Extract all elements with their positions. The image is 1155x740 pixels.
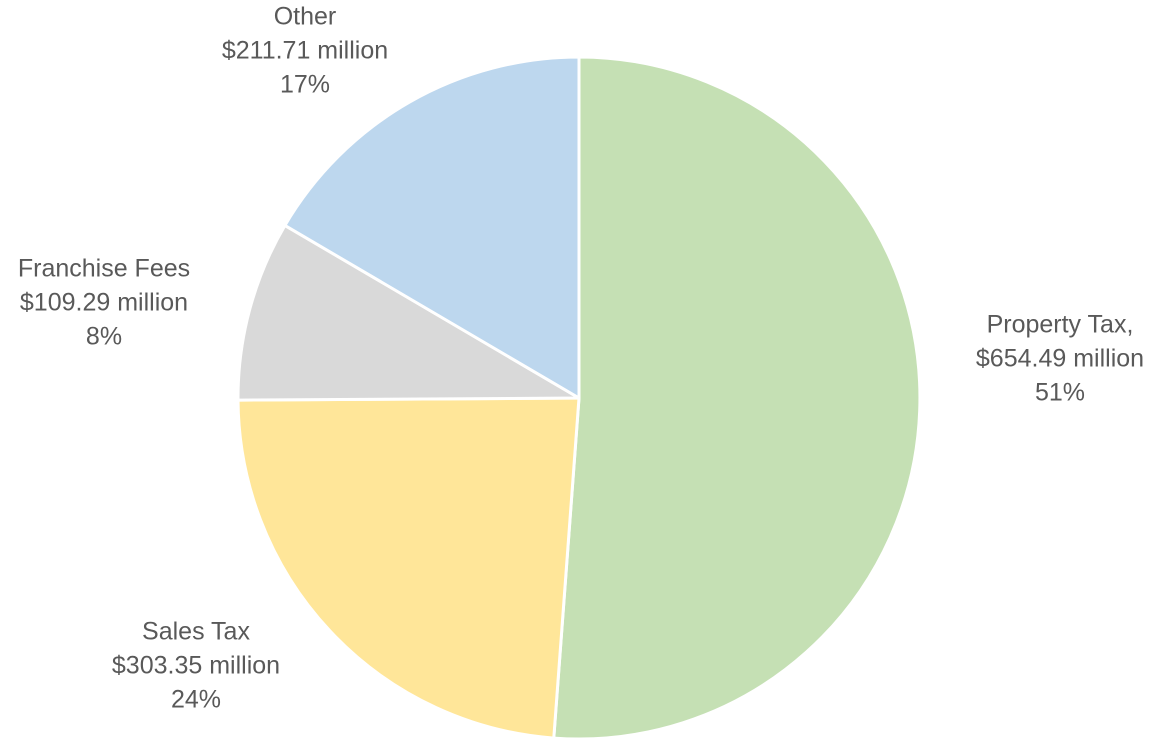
pie-slice-property-tax <box>552 55 922 740</box>
pie-labels: Property Tax, $654.49 million 51% Sales Tax… <box>18 3 1144 714</box>
slice-amount-franchise-fees: $109.29 million <box>20 289 188 317</box>
slice-amount-other: $211.71 million <box>222 37 388 65</box>
slice-label-franchise-fees: Franchise Fees <box>18 255 190 283</box>
slice-amount-sales-tax: $303.35 million <box>112 652 280 680</box>
slice-percent-franchise-fees: 8% <box>86 323 122 351</box>
pie-slice-sales-tax <box>236 396 581 740</box>
slice-percent-other: 17% <box>280 71 330 99</box>
slice-amount-property-tax: $654.49 million <box>976 345 1144 373</box>
slice-label-other: Other <box>274 3 337 31</box>
slice-percent-property-tax: 51% <box>1035 379 1085 407</box>
slice-label-sales-tax: Sales Tax <box>142 618 250 646</box>
slice-percent-sales-tax: 24% <box>171 686 221 714</box>
pie-slice-franchise-fees <box>236 223 581 402</box>
slice-label-property-tax: Property Tax, <box>987 311 1134 339</box>
pie-slice-other <box>283 55 581 400</box>
pie-slices <box>236 55 922 740</box>
